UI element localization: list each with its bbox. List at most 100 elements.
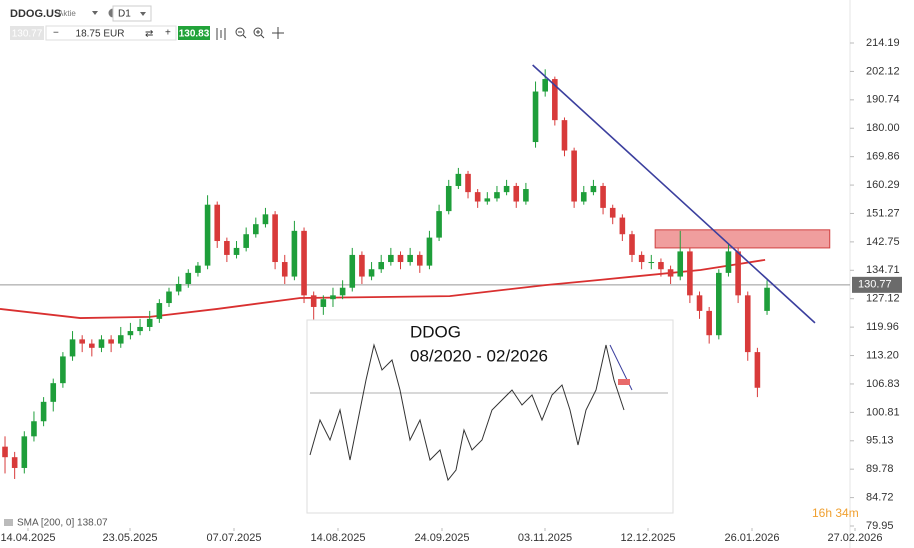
candle-body	[349, 254, 356, 288]
candle-body	[513, 185, 520, 202]
resistance-zone	[654, 229, 831, 249]
candle-body	[214, 204, 221, 242]
candle-body	[204, 204, 211, 266]
candle-body	[291, 230, 298, 277]
sma-line	[0, 258, 766, 319]
tool-icons[interactable]	[216, 27, 284, 40]
candle-body	[552, 79, 558, 121]
candle-body	[330, 295, 336, 300]
candle-body	[301, 230, 307, 296]
candle-body	[455, 173, 462, 186]
candle-body	[310, 295, 317, 307]
candle-body	[69, 339, 76, 357]
candle-body	[677, 251, 684, 277]
candle-body	[590, 185, 597, 193]
size-box[interactable]	[45, 25, 177, 41]
asset-kind: Aktie	[58, 9, 76, 18]
candle-body	[233, 247, 240, 255]
candle-body	[561, 120, 568, 151]
candle-body	[696, 295, 703, 311]
x-tick-label: 03.11.2025	[518, 532, 572, 544]
candle-body	[764, 287, 770, 311]
candle-body	[11, 457, 18, 468]
y-tick-label: 214.19	[866, 37, 900, 49]
candle-body	[609, 207, 616, 218]
y-tick-label: 202.12	[866, 65, 900, 77]
y-tick-label: 95.13	[866, 435, 894, 447]
candle-body	[416, 254, 423, 266]
countdown: 16h 34m	[812, 506, 859, 520]
candle-body	[89, 343, 95, 348]
candle-body	[407, 254, 413, 263]
indicator-legend: SMA [200, 0] 138.07	[17, 518, 108, 529]
candle-body	[185, 272, 192, 284]
inset-series	[309, 343, 625, 482]
y-tick-label: 180.00	[866, 122, 900, 134]
bid-chip[interactable]	[10, 26, 44, 40]
candle-body	[378, 262, 385, 270]
minus[interactable]: −	[53, 28, 59, 39]
trendline	[532, 64, 816, 324]
y-tick-label: 79.95	[866, 520, 894, 532]
candle-body	[580, 192, 587, 202]
candle-body	[503, 185, 510, 193]
candle-body	[320, 299, 327, 307]
candle-body	[465, 173, 471, 193]
x-tick-label: 14.04.2025	[0, 532, 55, 544]
candle-body	[725, 251, 732, 273]
candle-body	[658, 262, 664, 270]
candle-body	[359, 254, 365, 277]
candle-body	[40, 401, 47, 422]
candle-body	[31, 421, 37, 437]
y-tick-label: 84.72	[866, 492, 894, 504]
y-tick-label: 134.71	[866, 264, 900, 276]
x-tick-label: 12.12.2025	[620, 532, 675, 544]
y-tick-label: 151.27	[866, 207, 900, 219]
dropdown-arrow[interactable]	[92, 11, 98, 15]
interval-select[interactable]	[112, 5, 152, 22]
y-tick-label: 169.86	[866, 151, 900, 163]
x-tick-label: 24.09.2025	[414, 532, 469, 544]
inset-period: 08/2020 - 02/2026	[410, 346, 548, 365]
candle-body	[735, 251, 741, 296]
candle-body	[262, 214, 269, 225]
ask-chip[interactable]	[178, 26, 210, 40]
x-tick-label: 07.07.2025	[206, 532, 261, 544]
candle-body	[445, 185, 452, 212]
last-price-box	[852, 276, 902, 293]
candle-body	[484, 198, 491, 202]
inset: DDOG 08/2020 - 02/2026	[306, 319, 674, 514]
swap-icon[interactable]: ⇄	[145, 29, 153, 40]
y-tick-label: 142.75	[866, 236, 900, 248]
candle-body	[388, 254, 394, 263]
candle-body	[137, 326, 143, 332]
candle-body	[629, 234, 635, 255]
candle-body	[619, 217, 626, 235]
candle-body	[253, 224, 259, 235]
candle-body	[2, 446, 8, 458]
plus[interactable]: +	[165, 28, 171, 39]
candle-body	[224, 241, 230, 255]
candle-body	[79, 339, 85, 344]
candle-body	[175, 283, 182, 292]
y-tick-label: 190.74	[866, 94, 900, 106]
x-tick-label: 27.02.2026	[827, 532, 882, 544]
indicator-icon[interactable]	[4, 519, 13, 526]
y-tick-label: 106.83	[866, 378, 900, 390]
y-tick-label: 127.12	[866, 293, 900, 305]
candle-body	[532, 91, 539, 143]
candle-body	[166, 291, 172, 304]
candle-body	[716, 272, 722, 336]
candle-body	[638, 254, 645, 263]
size: 18.75 EUR	[76, 29, 125, 40]
candle-body	[436, 211, 442, 238]
candle-body	[397, 254, 404, 263]
last-price-label: 130.77	[858, 279, 892, 291]
inset-zone	[618, 379, 630, 385]
y-tick-label: 119.96	[866, 321, 899, 333]
candle-body	[542, 79, 548, 92]
symbol[interactable]: DDOG.US	[10, 8, 61, 20]
inset-title: DDOG	[410, 322, 461, 341]
